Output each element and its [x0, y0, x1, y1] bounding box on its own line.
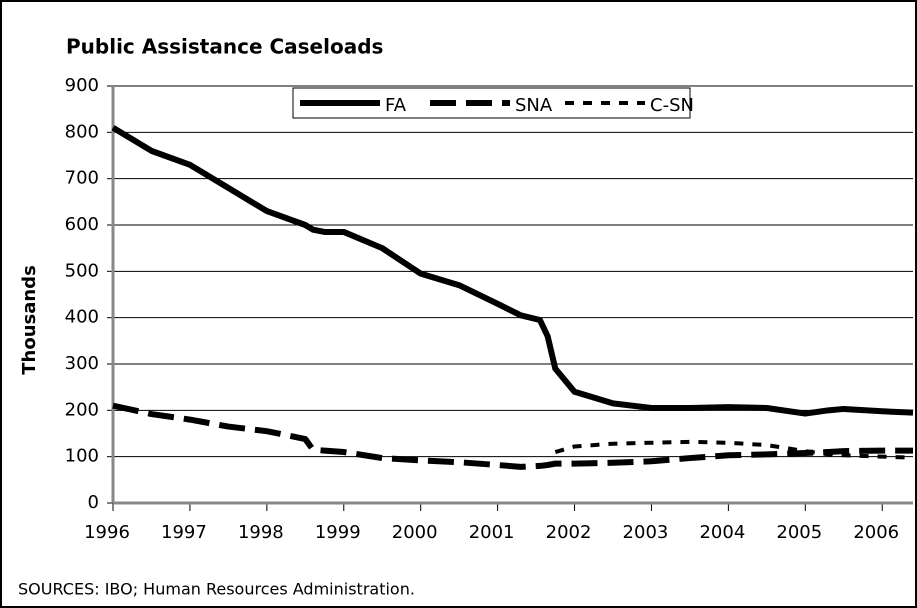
- y-tick-label: 300: [65, 353, 99, 374]
- y-tick-label: 400: [65, 307, 99, 328]
- y-tick-label: 900: [65, 75, 99, 96]
- y-axis-label: Thousands: [19, 265, 40, 375]
- x-tick-label: 1998: [238, 522, 284, 543]
- series-line: [554, 439, 914, 460]
- y-tick-label: 600: [65, 214, 99, 235]
- x-tick-label: 2004: [699, 522, 745, 543]
- x-tick-label: 1999: [315, 522, 361, 543]
- x-tick-label: 2005: [776, 522, 822, 543]
- legend-label: SNA: [515, 95, 553, 116]
- y-tick-label: 100: [65, 446, 99, 467]
- legend-label: C-SN: [650, 95, 694, 116]
- x-tick-label: 2001: [469, 522, 515, 543]
- y-tick-label: 0: [88, 492, 99, 513]
- chart-title: Public Assistance Caseloads: [66, 35, 383, 59]
- x-tick-label: 2006: [853, 522, 899, 543]
- series-line: [111, 125, 914, 417]
- x-tick-label: 2000: [392, 522, 438, 543]
- source: SOURCES: IBO; Human Resources Administra…: [18, 580, 415, 599]
- legend-label: FA: [385, 95, 407, 116]
- y-tick-label: 200: [65, 399, 99, 420]
- x-tick-label: 1997: [161, 522, 207, 543]
- y-tick-label: 800: [65, 121, 99, 142]
- y-tick-label: 500: [65, 260, 99, 281]
- x-tick-label: 2003: [623, 522, 669, 543]
- y-tick-label: 700: [65, 168, 99, 189]
- x-tick-label: 1996: [84, 522, 130, 543]
- x-tick-label: 2002: [546, 522, 592, 543]
